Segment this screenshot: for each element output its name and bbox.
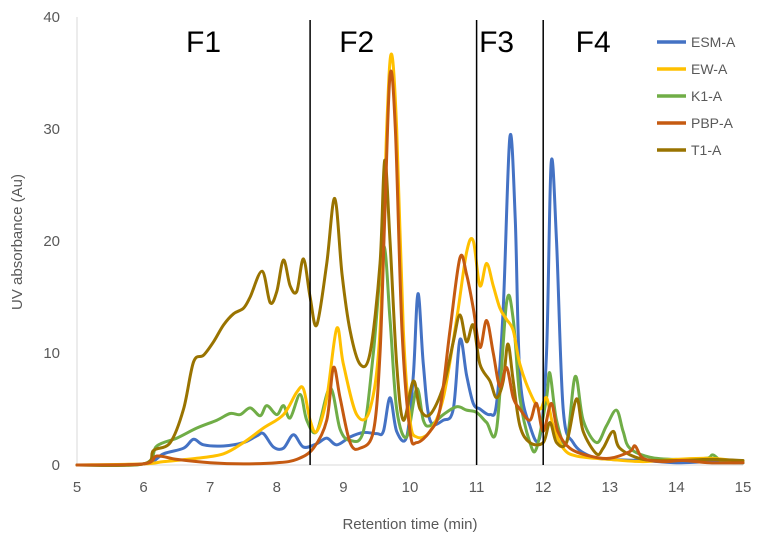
x-axis-title: Retention time (min) [342, 516, 477, 533]
legend: ESM-A EW-A K1-A PBP-A T1-A [657, 34, 736, 158]
y-tick-label: 30 [43, 121, 60, 138]
x-tick-label: 11 [469, 479, 485, 496]
series-line-pbp-a [75, 69, 745, 467]
fraction-labels: F1 F2 F3 F4 [186, 26, 611, 59]
x-tick-label: 7 [206, 479, 214, 496]
x-tick-label: 14 [668, 479, 685, 496]
y-tick-label: 40 [43, 9, 60, 26]
y-tick-labels: 0 10 20 30 40 [43, 9, 60, 474]
y-axis-title: UV absorbance (Au) [9, 174, 26, 310]
x-tick-label: 5 [73, 479, 81, 496]
x-tick-label: 8 [273, 479, 281, 496]
fraction-label: F4 [576, 26, 611, 59]
x-tick-label: 13 [601, 479, 618, 496]
fraction-label: F1 [186, 26, 221, 59]
x-tick-label: 6 [139, 479, 147, 496]
legend-label: K1-A [691, 88, 723, 104]
x-tick-labels: 5 6 7 8 9 10 11 12 13 14 15 [73, 479, 752, 496]
x-tick-label: 10 [402, 479, 419, 496]
legend-label: ESM-A [691, 34, 736, 50]
fraction-label: F3 [479, 26, 514, 59]
legend-label: PBP-A [691, 115, 734, 131]
x-tick-label: 15 [735, 479, 752, 496]
y-tick-label: 20 [43, 233, 60, 250]
fraction-dividers [309, 20, 544, 465]
series-line-k1-a [75, 245, 745, 468]
series-line-t1-a [75, 158, 745, 467]
series-layer [75, 52, 745, 468]
chart-axes [76, 17, 743, 466]
legend-label: EW-A [691, 61, 728, 77]
y-tick-label: 10 [43, 345, 60, 362]
x-tick-label: 9 [339, 479, 347, 496]
legend-label: T1-A [691, 142, 722, 158]
fraction-label: F2 [339, 26, 374, 59]
y-tick-label: 0 [52, 457, 60, 474]
x-tick-label: 12 [535, 479, 552, 496]
